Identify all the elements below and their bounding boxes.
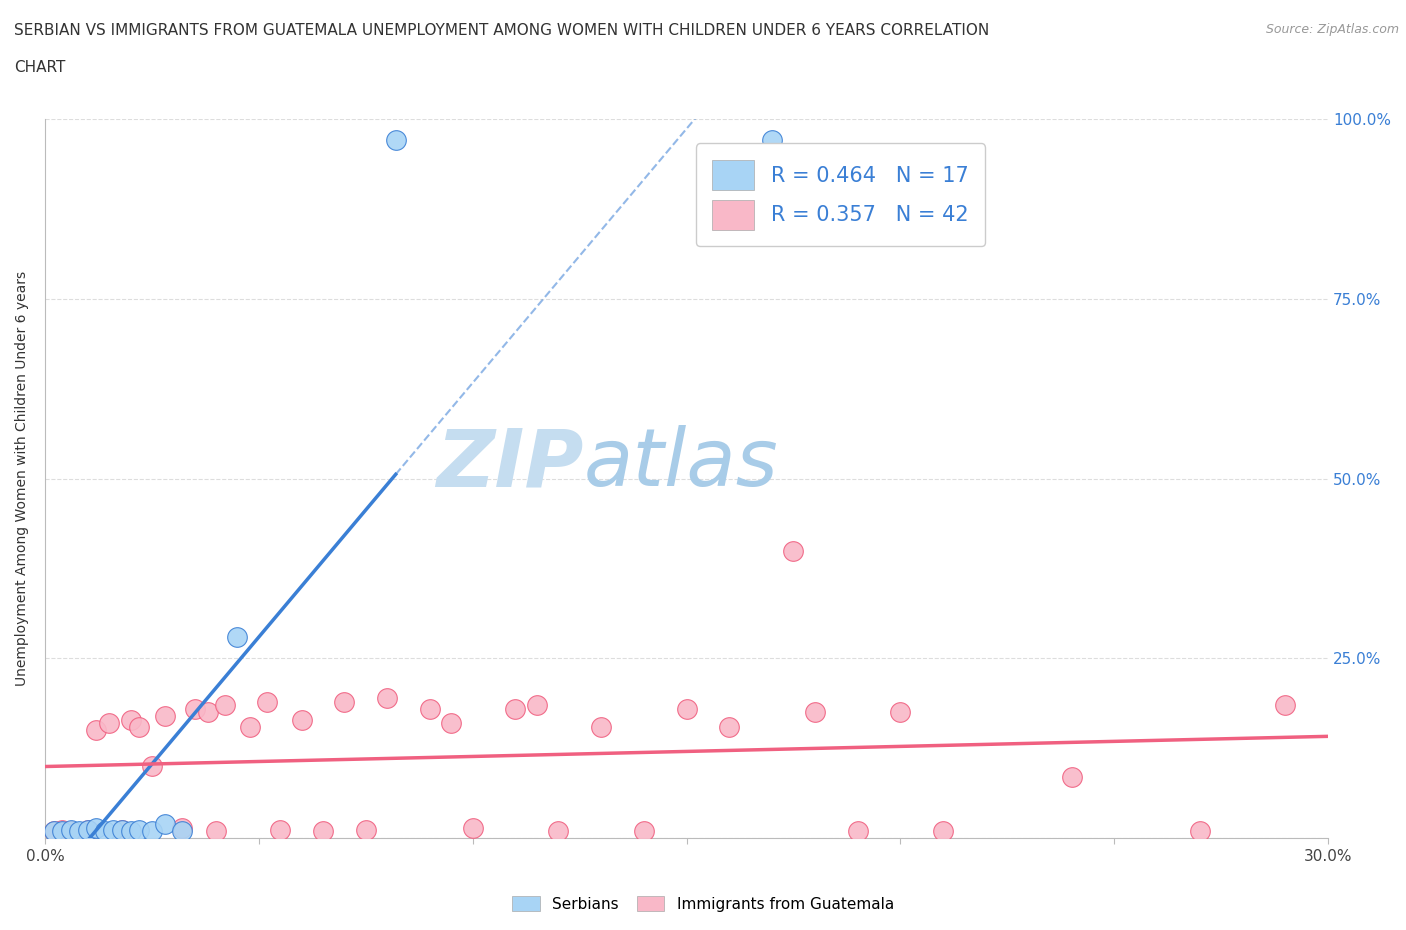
Point (226, 630, 249, 644)
Point (111, 822, 134, 837)
Point (291, 712, 314, 727)
Point (633, 824, 655, 839)
Point (67, 824, 90, 839)
Point (889, 705, 911, 720)
Point (932, 824, 955, 839)
Point (111, 822, 134, 837)
Point (153, 709, 176, 724)
Point (103, 822, 125, 837)
Point (384, 133, 406, 148)
Point (782, 543, 804, 558)
Legend: Serbians, Immigrants from Guatemala: Serbians, Immigrants from Guatemala (506, 889, 900, 918)
Point (76, 822, 98, 837)
Point (505, 701, 527, 716)
Point (42, 824, 65, 839)
Point (51, 824, 73, 839)
Point (461, 820, 484, 835)
Point (59, 822, 82, 837)
Point (94, 824, 117, 839)
Text: ZIP: ZIP (436, 425, 583, 503)
Point (170, 820, 193, 835)
Point (214, 698, 236, 712)
Point (197, 705, 219, 720)
Point (120, 824, 142, 839)
Point (42, 824, 65, 839)
Point (128, 720, 150, 735)
Point (589, 720, 612, 735)
Text: CHART: CHART (14, 60, 66, 75)
Point (375, 691, 398, 706)
Point (153, 817, 176, 831)
Point (205, 824, 228, 839)
Point (84, 723, 107, 737)
Text: atlas: atlas (583, 425, 779, 503)
Point (120, 712, 142, 727)
Legend: R = 0.464   N = 17, R = 0.357   N = 42: R = 0.464 N = 17, R = 0.357 N = 42 (696, 143, 986, 246)
Point (1060, 770, 1083, 785)
Point (98, 716, 121, 731)
Point (239, 720, 262, 735)
Point (128, 822, 150, 837)
Point (141, 759, 163, 774)
Point (84, 820, 107, 835)
Text: Source: ZipAtlas.com: Source: ZipAtlas.com (1265, 23, 1399, 36)
Point (1274, 698, 1296, 712)
Point (547, 824, 569, 839)
Point (312, 824, 335, 839)
Point (256, 694, 278, 709)
Point (440, 716, 463, 731)
Point (141, 824, 163, 839)
Point (51, 822, 73, 837)
Point (419, 701, 441, 716)
Text: SERBIAN VS IMMIGRANTS FROM GUATEMALA UNEMPLOYMENT AMONG WOMEN WITH CHILDREN UNDE: SERBIAN VS IMMIGRANTS FROM GUATEMALA UNE… (14, 23, 990, 38)
Point (333, 694, 356, 709)
Point (846, 824, 869, 839)
Point (170, 824, 193, 839)
Point (354, 822, 377, 837)
Y-axis label: Unemployment Among Women with Children Under 6 years: Unemployment Among Women with Children U… (15, 271, 30, 686)
Point (269, 822, 291, 837)
Point (761, 133, 783, 148)
Point (526, 698, 548, 712)
Point (183, 701, 205, 716)
Point (675, 701, 697, 716)
Point (804, 705, 827, 720)
Point (718, 720, 741, 735)
Point (76, 822, 98, 837)
Point (59, 824, 82, 839)
Point (1188, 824, 1211, 839)
